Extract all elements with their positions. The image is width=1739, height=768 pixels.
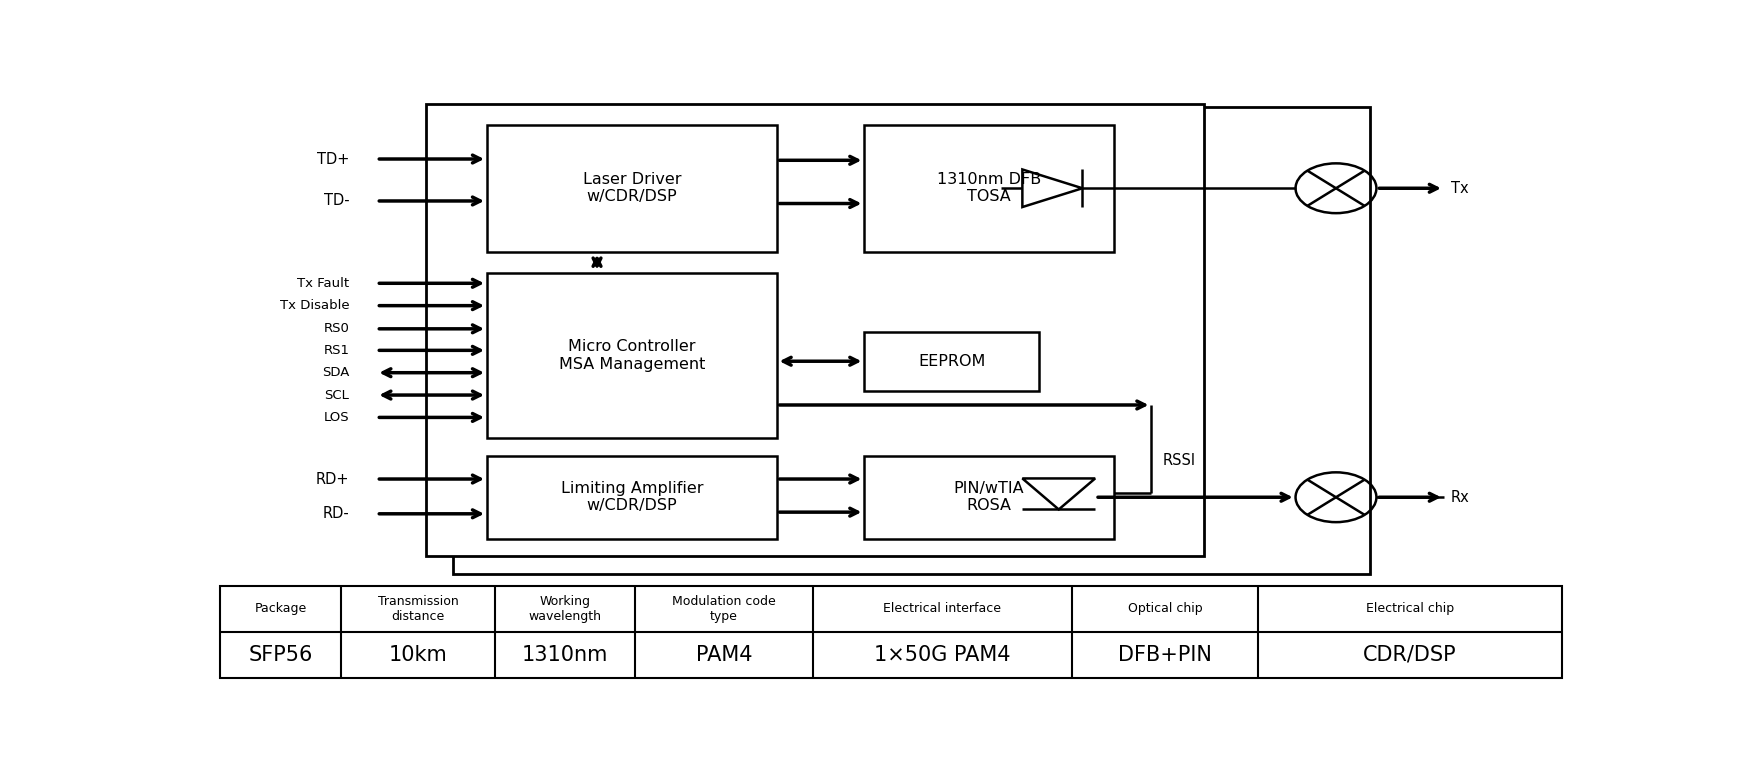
Text: 1310nm DFB
TOSA: 1310nm DFB TOSA (937, 172, 1042, 204)
Text: Modulation code
type: Modulation code type (673, 595, 776, 623)
Text: RD+: RD+ (316, 472, 350, 486)
Text: SCL: SCL (325, 389, 350, 402)
Text: PIN/wTIA
ROSA: PIN/wTIA ROSA (953, 481, 1024, 514)
Text: Laser Driver
w/CDR/DSP: Laser Driver w/CDR/DSP (583, 172, 682, 204)
Text: Working
wavelength: Working wavelength (529, 595, 602, 623)
Text: Tx: Tx (1450, 180, 1468, 196)
Text: Electrical chip: Electrical chip (1367, 602, 1454, 615)
Text: Electrical interface: Electrical interface (883, 602, 1002, 615)
Text: SFP56: SFP56 (249, 644, 313, 664)
Text: RS1: RS1 (323, 344, 350, 357)
Bar (864, 332, 1040, 391)
Bar (454, 107, 1370, 574)
Bar (426, 104, 1203, 556)
Text: Package: Package (254, 602, 306, 615)
Bar (864, 124, 1113, 252)
Text: 1×50G PAM4: 1×50G PAM4 (875, 644, 1010, 664)
Text: 10km: 10km (390, 644, 447, 664)
Text: Optical chip: Optical chip (1127, 602, 1202, 615)
Text: 1310nm: 1310nm (522, 644, 609, 664)
Text: RS0: RS0 (323, 323, 350, 336)
Text: Tx Fault: Tx Fault (297, 276, 350, 290)
Text: Micro Controller
MSA Management: Micro Controller MSA Management (558, 339, 704, 372)
Text: Tx Disable: Tx Disable (280, 300, 350, 312)
Text: Limiting Amplifier
w/CDR/DSP: Limiting Amplifier w/CDR/DSP (560, 481, 703, 514)
Text: EEPROM: EEPROM (918, 354, 986, 369)
Bar (487, 456, 777, 538)
Text: DFB+PIN: DFB+PIN (1118, 644, 1212, 664)
Text: RSSI: RSSI (1162, 453, 1195, 468)
Text: RD-: RD- (323, 506, 350, 521)
Text: SDA: SDA (322, 366, 350, 379)
Text: Rx: Rx (1450, 490, 1469, 505)
Bar (221, 586, 1562, 677)
Text: TD-: TD- (323, 194, 350, 208)
Text: TD+: TD+ (316, 151, 350, 167)
Text: LOS: LOS (323, 411, 350, 424)
Text: CDR/DSP: CDR/DSP (1363, 644, 1457, 664)
Bar (487, 124, 777, 252)
Bar (864, 456, 1113, 538)
Text: PAM4: PAM4 (696, 644, 753, 664)
Text: Transmission
distance: Transmission distance (377, 595, 459, 623)
Bar (487, 273, 777, 438)
